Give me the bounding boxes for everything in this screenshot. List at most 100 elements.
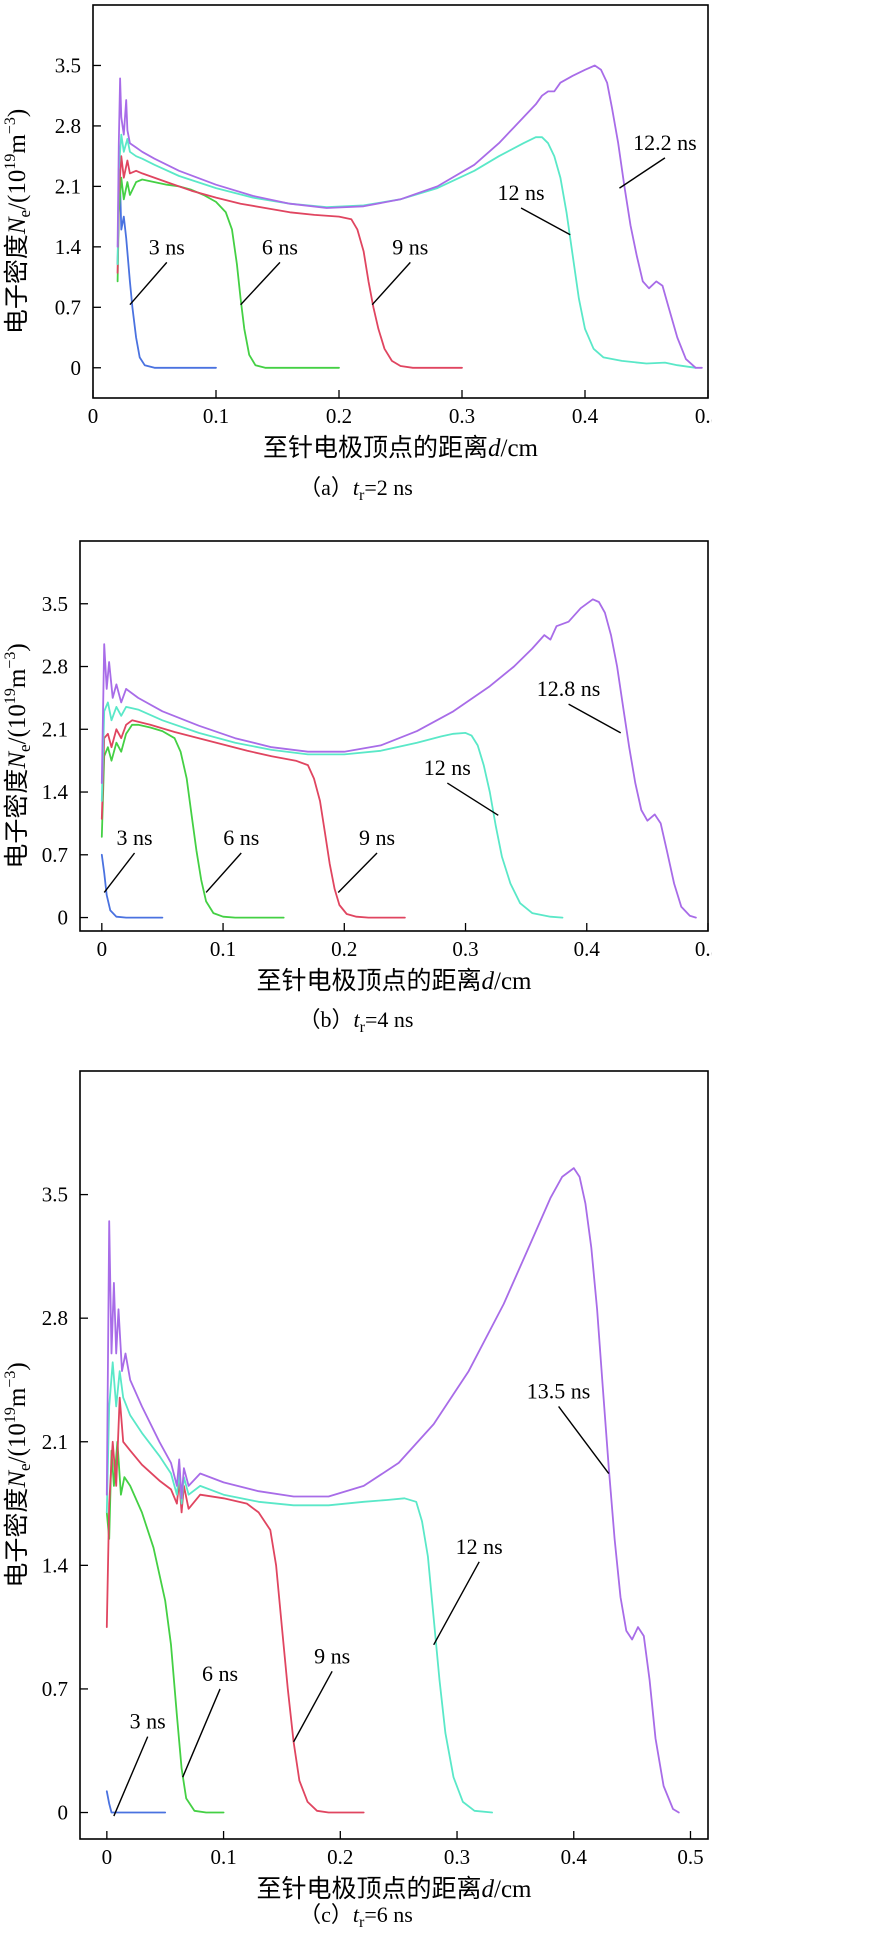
x-axis-title-unit: /cm [494,968,532,995]
series-line-9ns [105,1396,365,1814]
caption-sub: r [360,1019,366,1036]
y-tick-label: 3.5 [42,1183,68,1207]
caption-prefix: （a） [299,475,353,500]
annotation-leader [182,1688,221,1778]
figure-canvas: 0 0.1 0.2 0.3 0.4 0.5 0 0.7 1.4 2.1 2.8 3.5 3 ns 6 ns… [2,4,712,1931]
annotation-leader [568,703,622,734]
series-line-6ns [100,723,285,919]
series-line-3ns [105,1790,167,1814]
x-axis-title-text: 至针电极顶点的距离 [256,1875,481,1903]
x-axis-title-unit: /cm [501,435,539,462]
x-axis-title: 至针电极顶点的距离d/cm [263,434,539,462]
annotation-leader [129,261,168,306]
caption-sub: r [359,1914,365,1931]
series-line-3ns [100,853,164,919]
y-tick-label: 0 [58,1801,69,1825]
plot-frame [79,540,709,932]
x-tick-label: 0.5 [695,404,712,428]
y-axis-title-sub: e [15,744,34,752]
annotation-leader [103,852,136,893]
annotation-label: 6 ns [262,234,298,259]
annotation-label: 12 ns [424,755,471,780]
y-axis-title-var: N [4,216,31,235]
caption-sub: r [359,487,365,504]
y-tick-label: 0.7 [55,295,81,319]
x-tick-label: 0 [97,937,108,961]
annotation-leader [619,157,666,189]
annotation-label: 9 ns [392,234,428,259]
y-axis-title-sub: e [15,210,34,218]
y-axis-title-unit2: m [4,1387,31,1407]
y-axis-title-sup: 19 [2,154,19,170]
panel-caption: （b）tr=4 ns [299,1007,414,1036]
x-tick-label: 0.2 [326,404,352,428]
annotation-leader [433,1561,480,1646]
x-axis-title-unit: /cm [494,1876,532,1903]
annotation-label: 12 ns [498,180,545,205]
x-axis-title-text: 至针电极顶点的距离 [263,434,488,462]
annotation-label: 12.2 ns [633,130,697,155]
y-axis-title-var: N [4,1470,31,1489]
y-axis-title-close: ) [4,109,31,117]
series-line-9ns [116,155,463,369]
y-tick-label: 0 [58,906,69,930]
panel-caption: （a）tr=2 ns [299,475,413,504]
y-tick-label: 2.8 [55,114,81,138]
series-line-12_2ns [116,64,703,369]
annotation-label: 13.5 ns [527,1378,591,1403]
x-tick-label: 0.3 [444,1845,470,1869]
y-axis-title-unit: /(10 [4,1423,31,1463]
y-tick-label: 1.4 [55,235,82,259]
x-tick-label: 0 [88,404,99,428]
y-axis-title-unit2: m [4,668,31,688]
y-axis-title: 电子密度Ne/(1019m−3) [2,109,34,334]
x-tick-label: 0.4 [572,404,599,428]
y-axis-title-sup: 19 [2,688,19,704]
caption-prefix: （c） [299,1902,353,1927]
series-line-12ns [116,133,697,369]
y-axis-title-text: 电子密度 [3,769,31,869]
caption-var: t [354,1007,361,1032]
y-axis-title: 电子密度Ne/(1019m−3) [2,1362,34,1587]
y-axis-title-sup2: −3 [2,117,19,134]
annotation-label: 12 ns [456,1534,503,1559]
y-axis-title-sup2: −3 [2,1371,19,1388]
y-axis-title-unit: /(10 [4,170,31,210]
annotation-label: 9 ns [314,1643,350,1668]
caption-var: t [353,475,360,500]
annotation-leader [113,1736,149,1817]
series-line-12ns [105,1361,493,1814]
annotation-label: 3 ns [117,825,153,850]
x-tick-label: 0.2 [331,937,357,961]
x-tick-label: 0.1 [203,404,229,428]
y-axis-title-text: 电子密度 [3,234,31,334]
y-axis-title-var: N [4,751,31,770]
y-tick-label: 1.4 [42,1553,69,1577]
x-tick-label: 0.4 [574,937,601,961]
x-axis-title-var: d [482,1876,495,1903]
y-axis-title-sub: e [15,1463,34,1471]
x-tick-label: 0.3 [449,404,475,428]
y-tick-label: 0 [71,356,82,380]
x-tick-label: 0 [102,1845,113,1869]
x-tick-label: 0.5 [695,937,712,961]
x-tick-label: 0.1 [210,937,236,961]
annotation-label: 3 ns [149,234,185,259]
annotation-label: 6 ns [202,1661,238,1686]
annotation-leader [292,1670,333,1743]
series-line-6ns [105,1440,225,1814]
annotation-label: 12.8 ns [537,676,601,701]
caption-suffix: =6 ns [364,1902,412,1927]
panel-caption: （c）tr=6 ns [299,1902,413,1931]
annotation-leader [371,261,411,306]
x-axis-title: 至针电极顶点的距离d/cm [256,967,532,995]
y-tick-label: 3.5 [42,592,68,616]
series-line-12ns [100,701,564,919]
y-tick-label: 3.5 [55,53,81,77]
y-axis-title-sup: 19 [2,1407,19,1423]
y-tick-label: 0.7 [42,843,68,867]
series-line-9ns [100,719,406,919]
annotation-label: 9 ns [359,825,395,850]
annotation-leader [337,852,378,893]
series-line-12_8ns [100,598,697,919]
